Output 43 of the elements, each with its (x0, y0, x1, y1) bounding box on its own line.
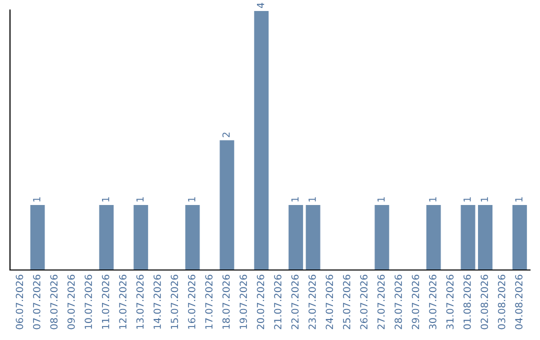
data-label: 1 (378, 197, 385, 202)
x-tick-label: 31.07.2026 (446, 274, 454, 330)
x-tick-label: 13.07.2026 (136, 274, 144, 329)
x-tick-label: 20.07.2026 (256, 274, 264, 330)
x-tick-label: 08.07.2026 (50, 274, 58, 330)
x-tick-label: 09.07.2026 (67, 274, 75, 330)
x-tick-label: 12.07.2026 (119, 274, 126, 329)
x-tick-label: 15.07.2026 (170, 274, 178, 329)
x-tick-label: 10.07.2026 (84, 274, 92, 329)
data-label: 1 (480, 197, 488, 202)
x-tick-label: 18.07.2026 (222, 274, 230, 329)
x-tick-label: 25.07.2026 (342, 274, 350, 330)
data-label: 1 (429, 197, 436, 202)
data-label: 1 (308, 197, 316, 202)
x-tick-label: 03.08.2026 (498, 274, 506, 330)
x-tick-label: 07.07.2026 (33, 274, 40, 330)
x-tick-label: 29.07.2026 (412, 274, 420, 330)
data-label: 1 (33, 197, 40, 202)
data-label: 2 (222, 132, 230, 138)
data-label: 1 (464, 197, 471, 202)
x-tick-label: 14.07.2026 (154, 274, 161, 329)
x-tick-label: 02.08.2026 (480, 274, 488, 330)
x-tick-label: 28.07.2026 (394, 274, 402, 330)
x-tick-label: 23.07.2026 (308, 274, 316, 330)
data-label: 1 (515, 197, 522, 202)
x-tick-label: 11.07.2026 (102, 274, 110, 329)
data-label: 1 (291, 197, 299, 202)
x-tick-label: 27.07.2026 (377, 274, 385, 330)
x-tick-label: 30.07.2026 (429, 274, 436, 330)
data-label: 4 (256, 2, 264, 8)
data-label: 1 (102, 197, 110, 202)
data-label: 1 (136, 197, 144, 202)
x-tick-label: 22.07.2026 (291, 274, 299, 330)
x-tick-label: 19.07.2026 (240, 274, 247, 329)
x-tick-label: 17.07.2026 (205, 274, 213, 329)
data-label: 1 (188, 197, 196, 202)
x-tick-label: 16.07.2026 (188, 274, 196, 329)
x-tick-label: 26.07.2026 (360, 274, 368, 330)
x-tick-label: 21.07.2026 (274, 274, 282, 330)
x-tick-label: 01.08.2026 (463, 274, 471, 330)
x-tick-label: 24.07.2026 (326, 274, 334, 330)
x-tick-label: 06.07.2026 (16, 274, 24, 330)
x-tick-label: 04.08.2026 (515, 274, 522, 330)
